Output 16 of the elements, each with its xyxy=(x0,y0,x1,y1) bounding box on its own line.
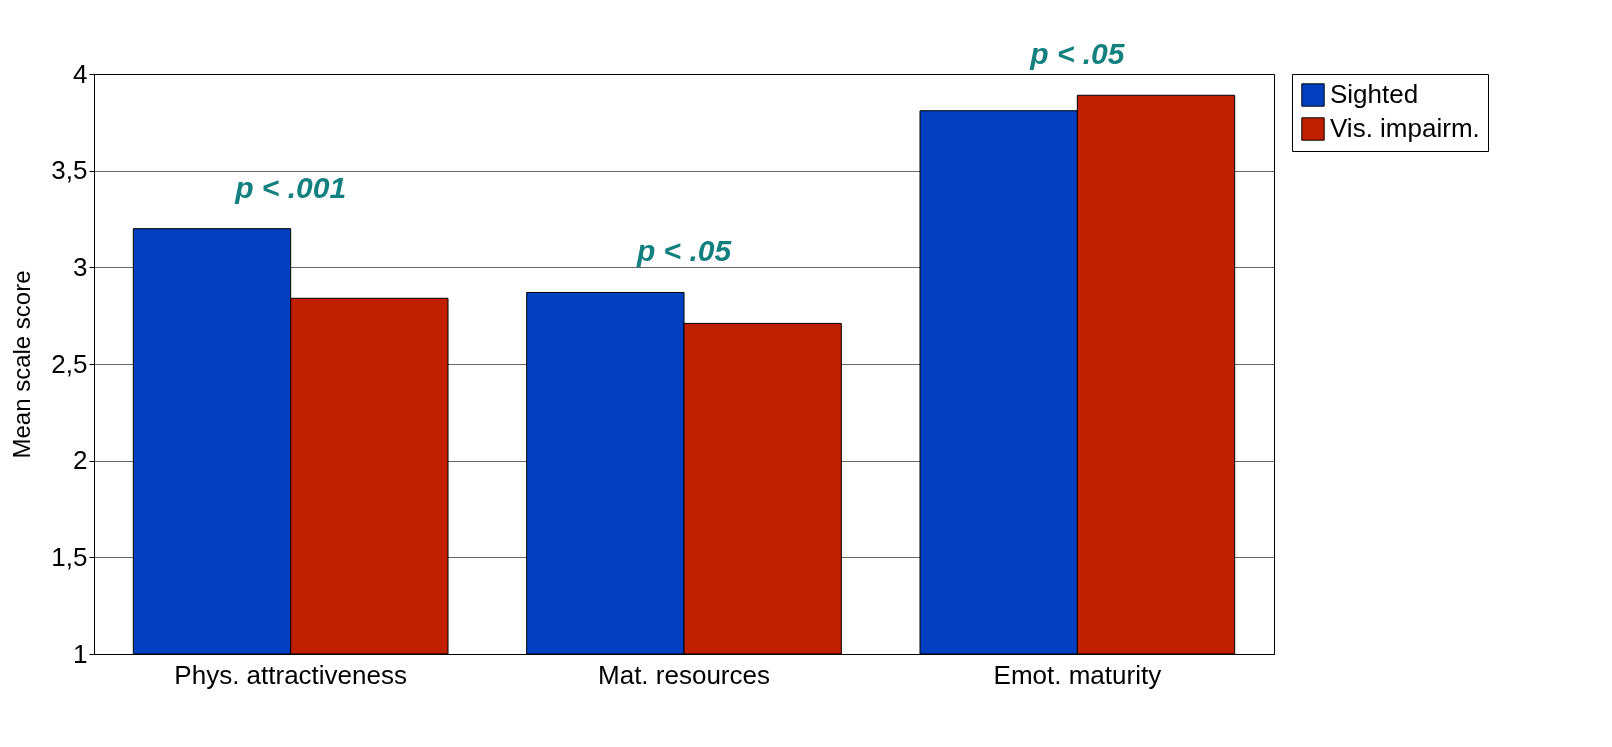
y-tick-label: 4 xyxy=(73,58,88,89)
x-tick-label: Mat. resources xyxy=(598,659,770,690)
y-tick-label: 1 xyxy=(73,638,88,669)
y-tick-label: 2 xyxy=(73,445,88,476)
y-axis-title: Mean scale score xyxy=(8,270,36,459)
annotation: p < .001 xyxy=(234,170,347,204)
annotation: p < .05 xyxy=(1029,37,1126,71)
legend-label: Sighted xyxy=(1330,79,1419,109)
y-tick-label: 3,5 xyxy=(51,155,88,186)
annotation: p < .05 xyxy=(635,234,733,268)
y-tick-label: 1,5 xyxy=(51,541,88,572)
y-tick-label: 2,5 xyxy=(51,348,88,379)
y-tick-label: 3 xyxy=(73,251,88,282)
x-tick-label: Phys. attractiveness xyxy=(174,659,407,690)
legend-label: Vis. impairm. xyxy=(1330,113,1480,143)
x-tick-label: Emot. maturity xyxy=(993,659,1162,690)
